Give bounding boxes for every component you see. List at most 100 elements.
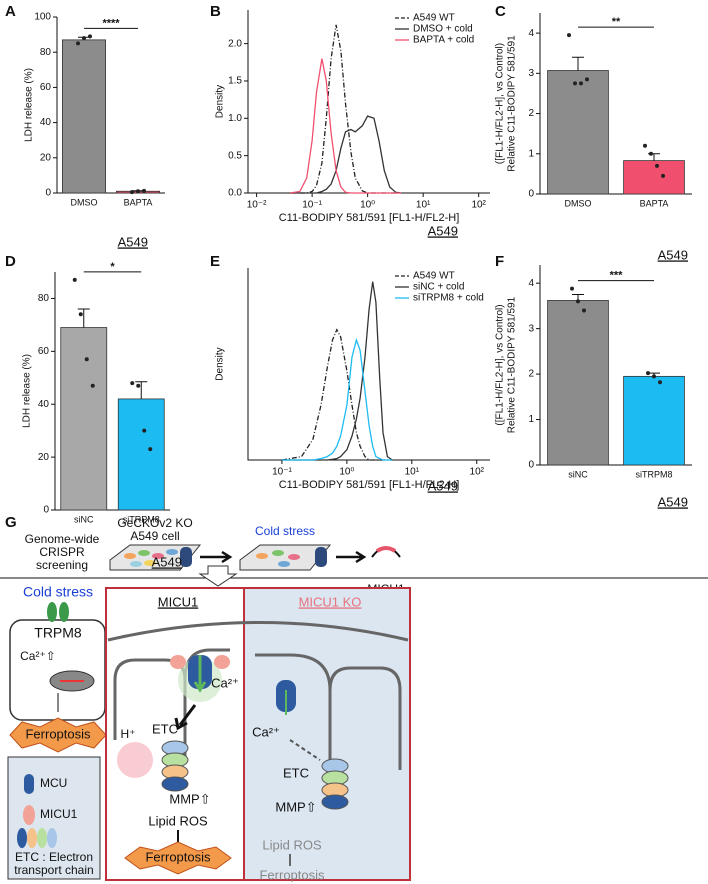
x-tick-label: 10⁰	[360, 200, 375, 211]
data-point	[652, 374, 656, 379]
data-point	[88, 34, 92, 39]
data-point	[646, 371, 650, 376]
data-point	[576, 299, 580, 304]
y-tick-label: 2.0	[228, 38, 242, 49]
label: CRISPR	[39, 545, 85, 559]
x-tick-label: DMSO	[565, 198, 592, 208]
y-tick-label: 2	[528, 108, 534, 119]
y-tick-label: 4	[528, 278, 534, 289]
etc	[321, 758, 349, 810]
data-point	[130, 190, 134, 195]
label: Cold stress	[255, 524, 315, 538]
y-axis-title: ([FL1-H/FL2-H], vs Control)	[495, 304, 506, 425]
membrane	[107, 621, 409, 642]
panel-label: G	[5, 514, 17, 531]
cell-line: A549	[428, 223, 458, 238]
x-tick-label: DMSO	[71, 197, 98, 207]
y-axis-title: Relative C11-BODIPY 581/591	[507, 35, 518, 172]
y-tick-label: 1	[528, 414, 534, 425]
y-tick-label: 3	[528, 323, 534, 334]
icon	[23, 805, 35, 825]
x-tick-label: siNC	[568, 469, 588, 479]
data-point	[78, 312, 83, 317]
label: MICU1	[40, 807, 78, 821]
y-tick-label: 80	[40, 47, 52, 58]
x-tick-label: 10⁻¹	[302, 200, 322, 211]
density-line	[290, 115, 402, 194]
data-point	[658, 380, 662, 385]
label: A549 cell	[130, 529, 179, 543]
y-tick-label: 1.0	[228, 113, 242, 124]
cell-icon	[180, 547, 192, 567]
panel-label: E	[210, 253, 220, 270]
plasmid-insert	[375, 546, 397, 553]
label: Lipid ROS	[262, 837, 322, 852]
plate-wells	[124, 549, 178, 567]
arrow	[174, 704, 197, 731]
label: Ca²⁺	[211, 675, 239, 690]
data-point	[570, 286, 574, 291]
label: Cold stress	[23, 584, 93, 600]
label: H⁺	[121, 727, 136, 741]
glow	[117, 742, 153, 778]
arrow	[289, 739, 321, 761]
y-tick-label: 1	[528, 148, 534, 159]
y-tick-label: 1.5	[228, 76, 242, 87]
error-bar	[77, 308, 90, 328]
burst	[124, 841, 232, 875]
x-tick-label: siTRPM8	[123, 514, 160, 524]
x-axis-title: C11-BODIPY 581/591 [FL1-H/FL2-H]	[279, 479, 460, 491]
data-point	[72, 277, 77, 282]
y-tick-label: 20	[40, 152, 52, 163]
x-tick-label: siNC	[74, 514, 94, 524]
cell-icon	[315, 547, 327, 567]
label: Ferroptosis	[25, 726, 91, 741]
data-point	[661, 173, 665, 178]
y-tick-label: 0	[45, 188, 51, 199]
y-tick-label: 4	[528, 28, 534, 39]
y-tick-label: 60	[38, 346, 50, 357]
x-tick-label: 10¹	[416, 200, 431, 211]
x-tick-label: 10¹	[405, 467, 420, 478]
error-bar	[572, 56, 584, 71]
legend-label: A549 WT	[413, 271, 455, 282]
data-point	[142, 188, 146, 193]
error-bar	[135, 381, 148, 399]
y-tick-label: 40	[40, 117, 52, 128]
legend-label: siNC + cold	[413, 282, 464, 293]
label: transport chain	[14, 863, 93, 877]
y-tick-label: 0.5	[228, 150, 242, 161]
y-axis-title: Density	[215, 85, 226, 118]
data-point	[585, 77, 589, 82]
data-point	[136, 383, 141, 388]
bar	[547, 70, 609, 195]
data-point	[649, 151, 653, 156]
label: ETC	[152, 721, 178, 736]
data-point	[643, 143, 647, 148]
cell-line: A549	[152, 554, 182, 569]
bar	[117, 398, 165, 511]
cell-line: A549	[428, 478, 458, 493]
label: MMP⇧	[275, 799, 316, 814]
significance-label: ****	[102, 17, 120, 29]
legend-label: BAPTA + cold	[413, 35, 474, 46]
icon	[24, 774, 34, 794]
x-tick-label: 10²	[471, 200, 486, 211]
bar	[62, 39, 107, 194]
panel-label: A	[5, 3, 16, 20]
label: Genome-wide	[25, 532, 100, 546]
density-line	[282, 337, 393, 461]
label: screening	[36, 558, 88, 572]
label: GeCKOv2 KO	[117, 516, 192, 530]
data-point	[567, 33, 571, 38]
y-tick-label: 0	[43, 505, 49, 516]
cell-line: A549	[118, 234, 148, 249]
label: MICU1	[158, 594, 198, 609]
uniporter	[276, 680, 296, 715]
bar	[623, 375, 685, 466]
label: Ferroptosis	[259, 867, 325, 882]
ko-panel	[243, 587, 411, 881]
bar	[60, 327, 108, 511]
label: Ca²⁺⇧	[20, 649, 56, 663]
y-axis-title: ([FL1-H/FL2-H], vs Control)	[495, 43, 506, 164]
